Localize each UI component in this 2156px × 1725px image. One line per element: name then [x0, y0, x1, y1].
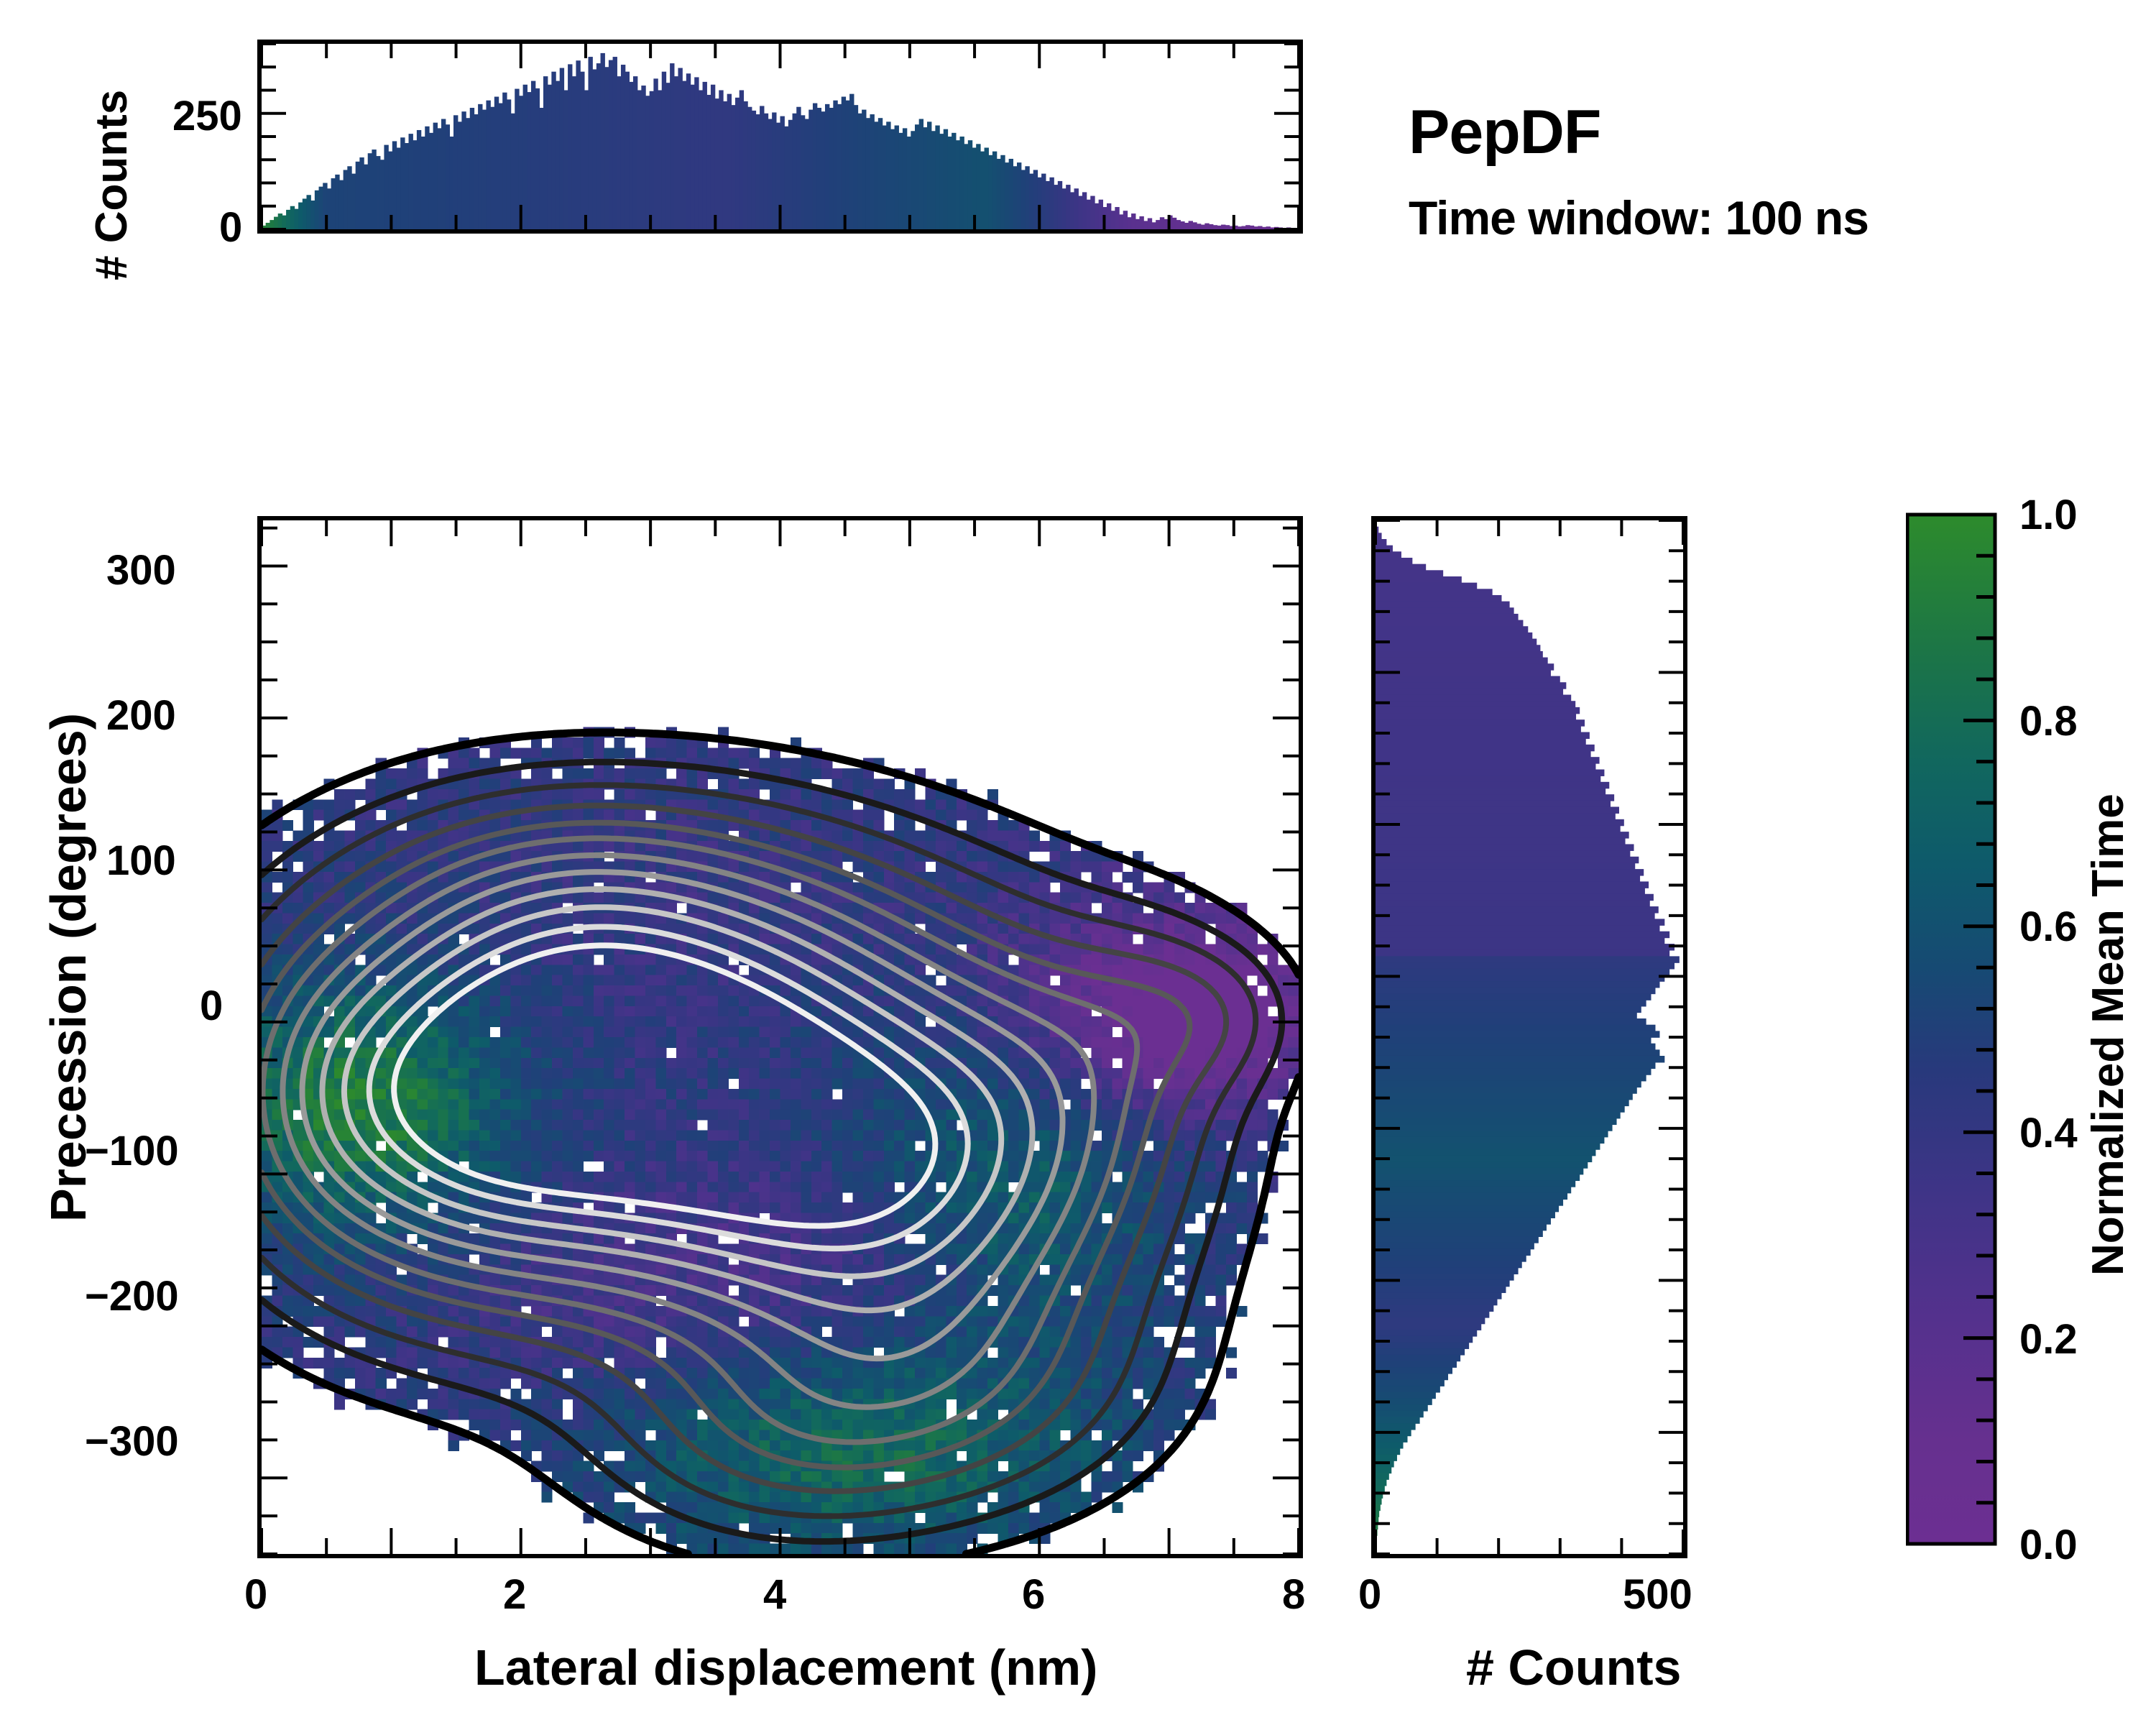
main-ytick-200: 200 — [106, 692, 176, 739]
right-hist-xlabel: # Counts — [1466, 1639, 1682, 1696]
main-ytick-300: 300 — [106, 547, 176, 594]
main-ytick-neg100: −100 — [85, 1128, 179, 1174]
main-heatmap-plot — [257, 516, 1303, 1558]
main-xtick-2: 2 — [503, 1571, 527, 1618]
colorbar-tick-04: 0.4 — [2019, 1110, 2078, 1156]
page-title: PepDF — [1409, 98, 1601, 167]
top-hist-ytick-250: 250 — [172, 93, 242, 139]
top-hist-ylabel: # Counts — [87, 89, 137, 280]
main-xtick-8: 8 — [1282, 1571, 1306, 1618]
main-xtick-0: 0 — [244, 1571, 268, 1618]
colorbar-tick-02: 0.2 — [2019, 1316, 2078, 1363]
main-ytick-0: 0 — [200, 983, 224, 1029]
main-xtick-6: 6 — [1022, 1571, 1046, 1618]
right-hist-xtick-500: 500 — [1623, 1571, 1692, 1618]
right-hist-xtick-0: 0 — [1358, 1571, 1382, 1618]
colorbar-label: Normalized Mean Time — [2083, 794, 2133, 1276]
colorbar-tick-0: 0.0 — [2019, 1522, 2078, 1568]
colorbar — [1906, 512, 1997, 1546]
right-histogram — [1371, 516, 1687, 1558]
colorbar-tick-1: 1.0 — [2019, 492, 2078, 538]
main-xtick-4: 4 — [763, 1571, 787, 1618]
subtitle-time-window: Time window: 100 ns — [1409, 191, 1869, 244]
main-ytick-100: 100 — [106, 837, 176, 884]
top-hist-ytick-0: 0 — [219, 204, 243, 251]
top-histogram — [257, 40, 1303, 234]
colorbar-tick-06: 0.6 — [2019, 903, 2078, 950]
colorbar-tick-08: 0.8 — [2019, 698, 2078, 745]
main-ytick-neg300: −300 — [85, 1418, 179, 1465]
main-ytick-neg200: −200 — [85, 1273, 179, 1320]
main-xlabel: Lateral displacement (nm) — [474, 1639, 1098, 1696]
